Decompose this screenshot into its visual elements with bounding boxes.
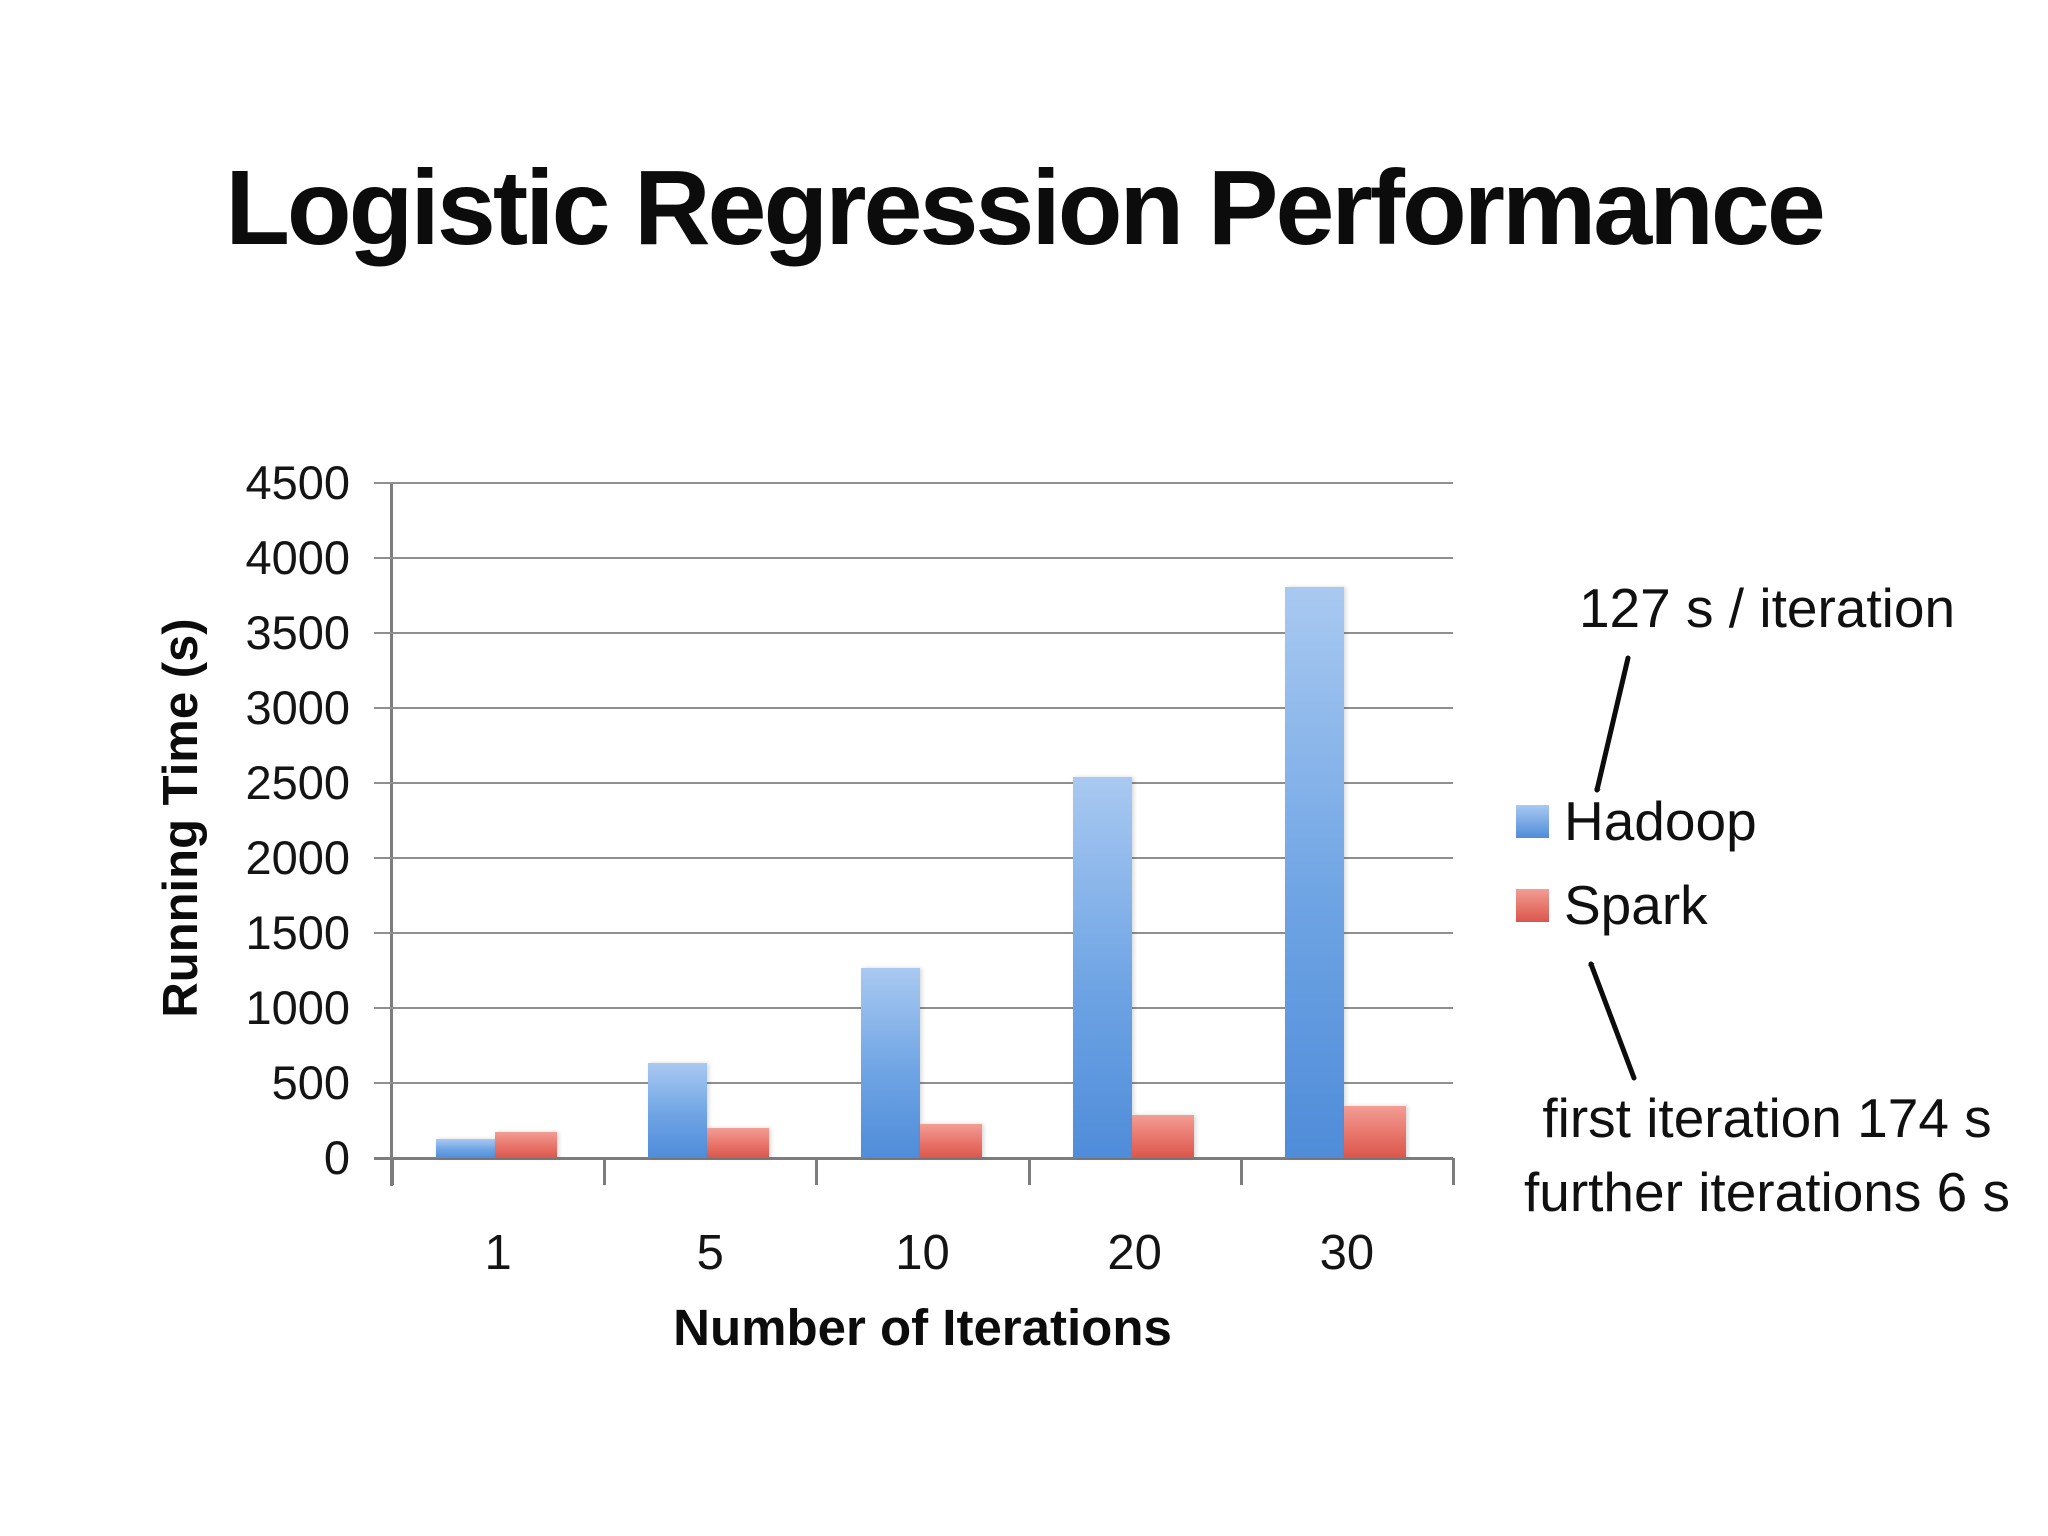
hadoop-bar-10-iterations — [860, 967, 920, 1158]
x-axis-title: Number of Iterations — [673, 1299, 1172, 1356]
x-tick-label: 1 — [484, 1226, 512, 1280]
x-axis-tick — [1239, 1158, 1243, 1185]
y-tick-label: 0 — [323, 1131, 350, 1184]
arrow-to-hadoop-legend — [1597, 655, 1631, 793]
y-tick-label: 1000 — [245, 981, 350, 1034]
legend-item-hadoop: Hadoop — [1516, 788, 1757, 854]
spark-bar-10-iterations — [919, 1123, 982, 1158]
x-axis-tick — [1027, 1158, 1031, 1185]
legend-item-spark: Spark — [1516, 872, 1708, 938]
y-tick-label: 2000 — [245, 831, 350, 884]
y-tick-label: 4500 — [245, 456, 350, 509]
gridline — [374, 782, 1453, 784]
x-tick-label: 30 — [1319, 1226, 1375, 1280]
x-axis-tick — [603, 1158, 607, 1185]
gridline — [374, 557, 1453, 559]
spark-bar-5-iterations — [707, 1128, 770, 1158]
x-axis-line — [374, 1157, 1453, 1160]
hadoop-bar-30-iterations — [1284, 586, 1344, 1158]
spark-legend-swatch-icon — [1516, 888, 1549, 922]
spark-bar-1-iterations — [495, 1131, 558, 1158]
y-tick-label: 1500 — [245, 906, 350, 959]
spark-annotation-line2: further iterations 6 s — [1523, 1160, 2011, 1223]
hadoop-bar-1-iterations — [436, 1138, 496, 1158]
spark-annotation-line1: first iteration 174 s — [1542, 1087, 1992, 1149]
hadoop-bar-5-iterations — [648, 1062, 708, 1158]
gridline — [374, 632, 1453, 634]
legend-label-spark: Spark — [1564, 874, 1708, 936]
slide-title: Logistic Regression Performance — [225, 149, 1826, 267]
y-tick-label: 500 — [271, 1056, 350, 1109]
x-axis-tick — [1452, 1158, 1455, 1185]
legend-label-hadoop: Hadoop — [1564, 790, 1757, 852]
y-tick-label: 3500 — [245, 606, 350, 659]
x-tick-label: 20 — [1107, 1226, 1162, 1280]
gridline — [374, 482, 1453, 484]
hadoop-annotation: 127 s / iteration — [1578, 577, 1956, 639]
x-axis-tick — [815, 1158, 819, 1185]
x-tick-label: 5 — [696, 1226, 724, 1280]
x-tick-label: 10 — [895, 1226, 950, 1280]
y-axis-line — [390, 483, 393, 1186]
x-axis-tick — [391, 1158, 394, 1185]
plot-area — [374, 482, 1455, 1186]
gridline — [374, 707, 1453, 709]
spark-annotation: first iteration 174 s further iterations… — [1487, 1082, 2047, 1229]
spark-bar-20-iterations — [1131, 1114, 1194, 1158]
spark-bar-30-iterations — [1343, 1105, 1406, 1158]
gridline — [374, 932, 1453, 934]
hadoop-bar-20-iterations — [1072, 777, 1132, 1158]
y-tick-label: 3000 — [245, 681, 350, 734]
hadoop-legend-swatch-icon — [1516, 804, 1549, 838]
y-tick-label: 2500 — [245, 756, 350, 809]
gridline — [374, 857, 1453, 859]
y-tick-label: 4000 — [245, 531, 350, 584]
arrow-to-spark-legend — [1591, 961, 1637, 1081]
